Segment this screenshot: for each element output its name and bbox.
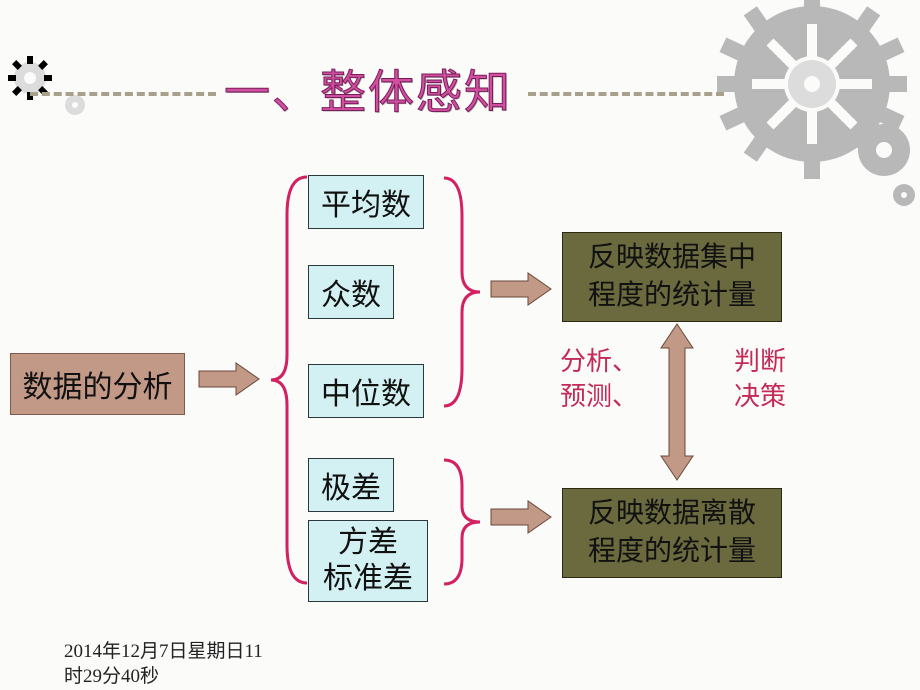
double-vertical-arrow (660, 322, 694, 482)
node-concentration: 反映数据集中 程度的统计量 (562, 232, 782, 322)
node-mean: 平均数 (308, 175, 424, 229)
olive-top-l2: 程度的统计量 (573, 277, 771, 315)
node-range: 极差 (308, 458, 394, 512)
timestamp: 2014年12月7日星期日11 时29分40秒 (64, 640, 263, 689)
arrow-to-bot-olive (490, 500, 552, 534)
dashed-left (30, 92, 216, 96)
node-root: 数据的分析 (10, 353, 185, 415)
mid-note-right-l2: 决策 (734, 379, 786, 414)
olive-top-l1: 反映数据集中 (573, 239, 771, 277)
brace-main (269, 175, 309, 585)
arrow-root-to-center (198, 362, 260, 396)
node-median: 中位数 (308, 364, 424, 418)
node-variance: 方差 (323, 525, 413, 561)
node-std: 标准差 (323, 561, 413, 597)
timestamp-l1: 2014年12月7日星期日11 (64, 640, 263, 665)
mid-note-left-l2: 预测、 (560, 379, 638, 414)
node-mode: 众数 (308, 265, 394, 319)
olive-bot-l2: 程度的统计量 (573, 533, 771, 571)
mid-note-right: 判断 决策 (734, 344, 786, 414)
mid-note-left: 分析、 预测、 (560, 344, 638, 414)
mid-note-left-l1: 分析、 (560, 344, 638, 379)
brace-bot-group (442, 458, 482, 586)
node-dispersion: 反映数据离散 程度的统计量 (562, 488, 782, 578)
dashed-right (528, 92, 724, 96)
slide-title: 一、整体感知 (224, 56, 512, 122)
node-variance-std: 方差 标准差 (308, 520, 428, 602)
olive-bot-l1: 反映数据离散 (573, 495, 771, 533)
arrow-to-top-olive (490, 272, 552, 306)
mid-note-right-l1: 判断 (734, 344, 786, 379)
timestamp-l2: 时29分40秒 (64, 665, 263, 690)
slide-stage: 一、整体感知 数据的分析 平均数 众数 中位数 极差 方差 标准差 反映数据集中… (0, 0, 920, 690)
brace-top-group (442, 176, 482, 408)
